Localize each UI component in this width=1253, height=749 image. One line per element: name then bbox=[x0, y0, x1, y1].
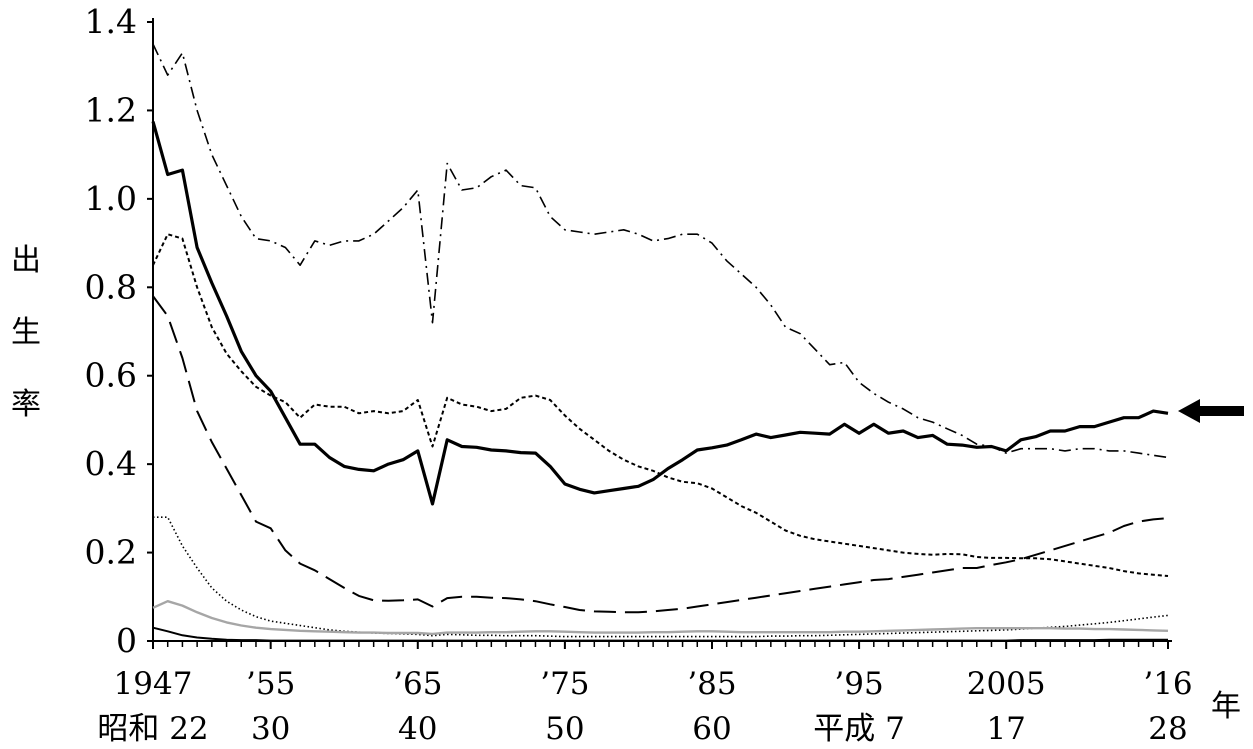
y-tick-label: 1.2 bbox=[85, 90, 137, 129]
x-tick-label: ’55 bbox=[246, 666, 295, 702]
x-era-label: 30 bbox=[251, 711, 290, 747]
x-tick-label: ’95 bbox=[834, 666, 883, 702]
series-lines bbox=[151, 43, 1169, 642]
x-tick-label: ’16 bbox=[1143, 666, 1192, 702]
y-axis-label-char-3: 率 bbox=[11, 387, 41, 422]
axes bbox=[147, 18, 1172, 649]
x-era-label: 平成 7 bbox=[813, 711, 905, 747]
series-line-solid-gray bbox=[152, 600, 1169, 636]
y-tick-label: 0.6 bbox=[85, 356, 137, 395]
y-axis-label-char-2: 生 bbox=[11, 315, 41, 350]
y-tick-labels: 0 0.2 0.4 0.6 0.8 1.0 1.2 1.4 bbox=[85, 2, 137, 660]
x-tick-label: ’65 bbox=[393, 666, 442, 702]
series-line-solid-bold bbox=[151, 121, 1169, 506]
series-line-solid-thin bbox=[152, 626, 1168, 642]
x-era-label: 28 bbox=[1148, 711, 1187, 747]
series-line-dotted-fine bbox=[153, 516, 1169, 638]
x-tick-label: ’85 bbox=[687, 666, 736, 702]
x-axis-label: 年 bbox=[1211, 689, 1241, 724]
y-tick-label: 1.0 bbox=[85, 179, 137, 218]
x-tick-labels: 1947 昭和 22 ’55 30 ’65 40 ’75 50 ’85 60 ’95 平成 7 2005… bbox=[97, 666, 1192, 747]
x-era-label: 50 bbox=[545, 711, 584, 747]
series-line-dotted-coarse bbox=[152, 233, 1169, 577]
x-tick-label: 1947 bbox=[114, 666, 193, 702]
highlight-arrow-icon bbox=[1178, 399, 1244, 423]
x-era-label: 昭和 22 bbox=[97, 711, 208, 747]
y-tick-label: 0.2 bbox=[85, 533, 137, 572]
x-era-label: 40 bbox=[398, 711, 437, 747]
y-tick-label: 0.4 bbox=[85, 444, 137, 483]
series-line-longdash bbox=[152, 295, 1169, 614]
x-era-label: 60 bbox=[692, 711, 731, 747]
y-tick-label: 0.8 bbox=[85, 267, 137, 306]
y-axis-label-char-1: 出 bbox=[11, 243, 41, 278]
y-axis-label: 出 生 率 bbox=[11, 243, 41, 422]
x-tick-label: ’75 bbox=[540, 666, 589, 702]
y-tick-label: 0 bbox=[116, 621, 137, 660]
y-tick-label: 1.4 bbox=[85, 2, 137, 41]
x-tick-label: 2005 bbox=[967, 666, 1046, 702]
x-era-label: 17 bbox=[986, 711, 1025, 747]
series-line-dashdot bbox=[152, 43, 1169, 459]
